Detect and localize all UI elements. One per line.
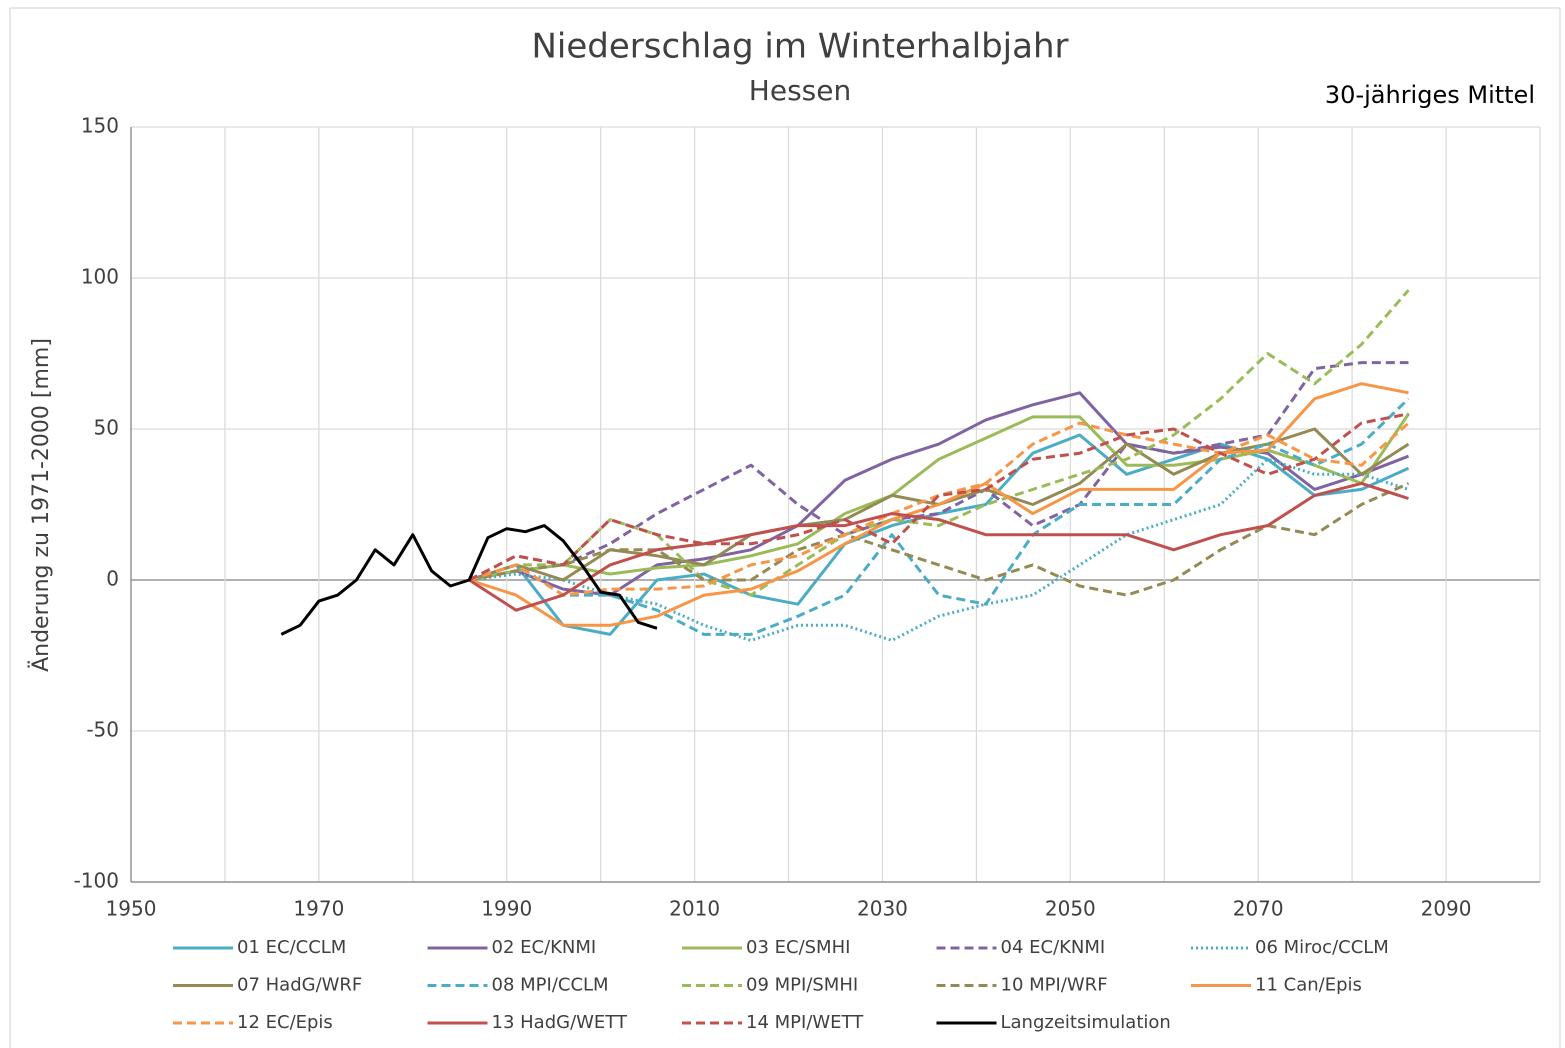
x-tick-label: 2090 [1421,897,1472,921]
legend-label: 12 EC/Epis [237,1012,333,1033]
series-line [468,421,1410,597]
plot-lines [280,289,1410,642]
x-tick-label: 2010 [669,897,720,921]
legend-label: 09 MPI/SMHI [746,975,858,996]
y-axis-label: Änderung zu 1971-2000 [mm] [28,338,54,672]
legend-label: 10 MPI/WRF [1001,975,1108,996]
x-tick-label: 1950 [106,897,157,921]
legend-label: 02 EC/KNMI [492,937,597,958]
y-tick-label: -100 [74,869,119,893]
chart-title: Niederschlag im Winterhalbjahr [532,27,1069,67]
legend-label: Langzeitsimulation [1001,1012,1171,1033]
legend-label: 01 EC/CCLM [237,937,346,958]
annotation: 30-jähriges Mittel [1325,81,1535,109]
series-line [468,382,1409,627]
y-tick-label: 150 [81,114,119,138]
series-line [468,289,1410,597]
series-line [469,457,1409,642]
x-tick-label: 2050 [1045,897,1096,921]
y-tick-label: -50 [86,718,119,742]
legend-label: 07 HadG/WRF [237,975,362,996]
legend-label: 06 Miroc/CCLM [1255,937,1389,958]
series-line [468,482,1410,597]
series-line [468,433,1410,636]
series-line [468,412,1409,582]
series-line [468,413,1410,582]
chart-border [9,7,1561,1048]
series-line [468,397,1410,636]
legend-label: 03 EC/SMHI [746,937,850,958]
series-line [468,481,1409,612]
series-line [280,524,658,636]
legend-label: 08 MPI/CCLM [492,975,609,996]
legend-label: 13 HadG/WETT [492,1012,628,1033]
legend-label: 14 MPI/WETT [746,1012,864,1033]
legend-label: 11 Can/Epis [1255,975,1362,996]
series-line [468,361,1409,582]
y-tick-label: 50 [94,416,119,440]
chart-subtitle: Hessen [749,74,851,107]
grid: -100 -50 0 50 100 150 1950 1970 1990 2010 2030 2050… [74,114,1541,921]
y-tick-label: 100 [81,265,119,289]
y-tick-label: 0 [106,567,119,591]
x-tick-label: 2070 [1233,897,1284,921]
x-tick-label: 2030 [857,897,908,921]
legend-label: 04 EC/KNMI [1001,937,1106,958]
x-tick-label: 1990 [481,897,532,921]
x-tick-label: 1970 [293,897,344,921]
legend: 01 EC/CCLM 02 EC/KNMI 03 EC/SMHI 04 EC/KNMI… [173,937,1389,1033]
